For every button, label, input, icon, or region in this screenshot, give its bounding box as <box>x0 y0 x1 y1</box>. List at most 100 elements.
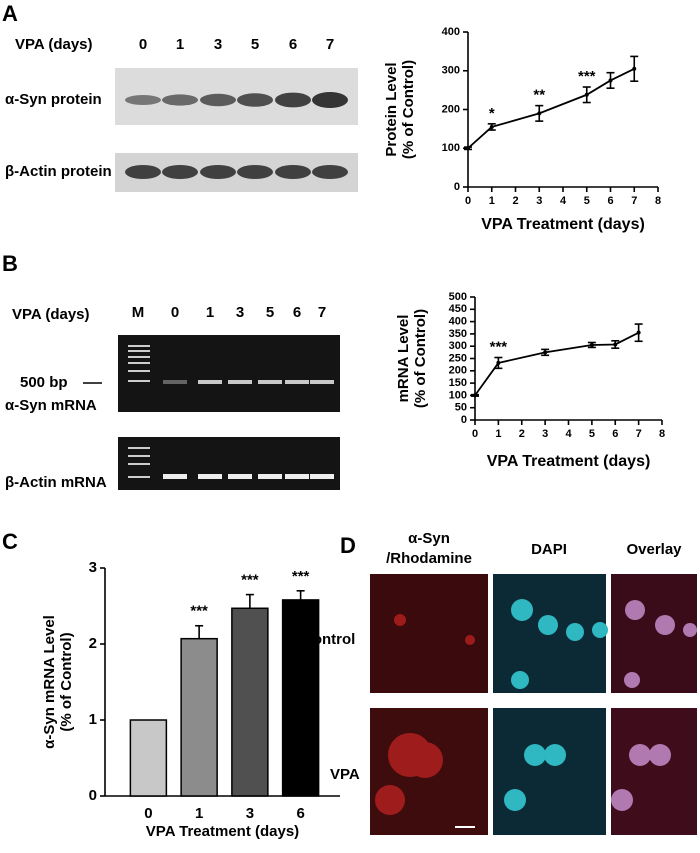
x-axis-label: VPA Treatment (days) <box>487 453 651 470</box>
x-tick-label: 6 <box>296 805 304 822</box>
band <box>228 380 252 384</box>
point <box>466 146 470 151</box>
ladder <box>128 370 150 372</box>
row-label: α-Syn protein <box>5 91 102 108</box>
x-tick-label: 3 <box>246 805 254 822</box>
x-tick-label: 1 <box>195 805 203 822</box>
lane-label: 3 <box>214 36 222 53</box>
x-tick-label: 6 <box>607 195 613 207</box>
treatment-label: VPA (days) <box>15 36 93 53</box>
x-tick-label: 0 <box>472 428 478 440</box>
x-tick-label: 7 <box>636 428 642 440</box>
x-tick-label: 4 <box>560 195 567 207</box>
column-label: DAPI <box>531 541 567 558</box>
y-tick-label: 3 <box>89 559 97 576</box>
y-tick-label: 350 <box>449 328 467 340</box>
gel <box>118 335 340 412</box>
x-tick-label: 5 <box>584 195 590 207</box>
band <box>237 165 273 179</box>
row-label: β-Actin mRNA <box>5 474 107 491</box>
band <box>275 165 311 179</box>
size-marker: 500 bp <box>20 374 68 391</box>
ladder <box>128 463 150 465</box>
y-axis-label: (% of Control) <box>400 60 417 159</box>
lane-label: 5 <box>251 36 259 53</box>
y-tick-label: 0 <box>89 787 97 804</box>
panel-label: C <box>2 529 18 554</box>
x-tick-label: 2 <box>512 195 518 207</box>
point <box>613 342 618 347</box>
annotation: *** <box>292 568 310 585</box>
x-tick-label: 3 <box>542 428 548 440</box>
annotation: *** <box>190 603 208 620</box>
x-tick-label: 1 <box>489 195 495 207</box>
annotation: ** <box>533 87 545 104</box>
ladder <box>128 380 150 382</box>
lane-label: 0 <box>171 304 179 321</box>
ladder <box>128 362 150 364</box>
point <box>473 393 477 398</box>
row-label: α-Syn mRNA <box>5 397 97 414</box>
band <box>310 380 334 384</box>
point <box>632 66 637 71</box>
lane-label: 5 <box>266 304 274 321</box>
band <box>312 92 348 108</box>
y-tick-label: 100 <box>442 142 460 154</box>
lane-label: 7 <box>326 36 334 53</box>
x-axis-label: VPA Treatment (days) <box>146 823 299 840</box>
point <box>537 111 542 116</box>
lane-label: 1 <box>206 304 214 321</box>
point <box>496 360 501 365</box>
point <box>543 350 548 355</box>
y-axis-label: Protein Level <box>383 62 400 156</box>
y-tick-label: 450 <box>449 303 467 315</box>
annotation: *** <box>578 68 596 85</box>
y-axis-label: mRNA Level <box>395 315 412 403</box>
y-tick-label: 200 <box>449 365 467 377</box>
band <box>228 474 252 479</box>
band <box>200 93 236 107</box>
band <box>198 380 222 384</box>
x-tick-label: 3 <box>536 195 542 207</box>
ladder <box>128 447 150 449</box>
lane-label: 3 <box>236 304 244 321</box>
y-axis-label: α-Syn mRNA Level <box>41 615 58 749</box>
annotation: * <box>489 105 495 122</box>
band <box>312 165 348 179</box>
x-tick-label: 7 <box>631 195 637 207</box>
y-tick-label: 400 <box>442 26 460 38</box>
y-tick-label: 0 <box>454 181 460 193</box>
band <box>200 165 236 179</box>
lane-label: 6 <box>293 304 301 321</box>
band <box>258 380 282 384</box>
point <box>636 330 641 335</box>
x-tick-label: 8 <box>659 428 665 440</box>
marker-label: M <box>132 304 145 321</box>
band <box>285 474 309 479</box>
point <box>589 342 594 347</box>
y-tick-label: 2 <box>89 635 97 652</box>
row-label: β-Actin protein <box>5 163 112 180</box>
band <box>275 92 311 108</box>
band <box>163 474 187 479</box>
ladder <box>128 356 150 358</box>
x-tick-label: 4 <box>565 428 572 440</box>
band <box>258 474 282 479</box>
treatment-label: VPA (days) <box>12 306 90 323</box>
lane-label: 1 <box>176 36 184 53</box>
y-tick-label: 50 <box>455 402 467 414</box>
lane-label: 0 <box>139 36 147 53</box>
y-tick-label: 150 <box>449 377 467 389</box>
gel <box>118 437 340 490</box>
band <box>310 474 334 479</box>
panel-label: B <box>2 251 18 276</box>
bar <box>281 599 320 797</box>
ladder <box>128 476 150 478</box>
y-tick-label: 200 <box>442 103 460 115</box>
y-axis-label: (% of Control) <box>412 309 429 408</box>
column-label: α-Syn <box>408 530 450 547</box>
panel-label: D <box>340 533 356 558</box>
x-axis-label: VPA Treatment (days) <box>481 216 645 233</box>
ladder <box>128 345 150 347</box>
